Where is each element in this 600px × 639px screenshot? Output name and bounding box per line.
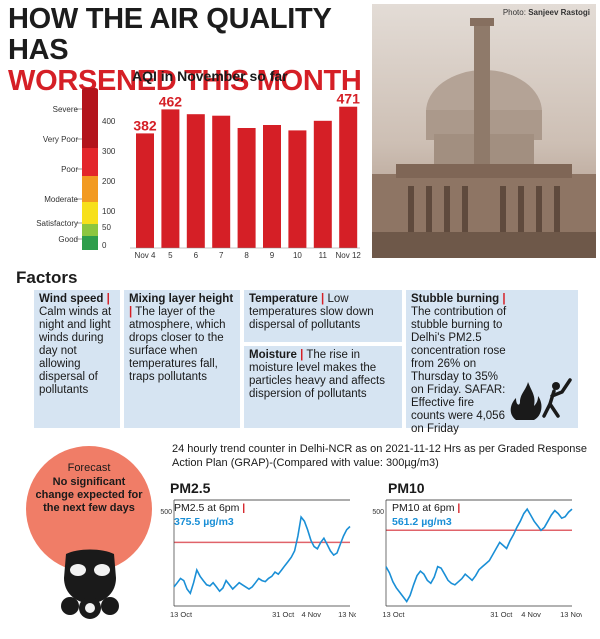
aqi-category-label: 9 bbox=[270, 251, 275, 260]
pm10-annotation-value: 561.2 µg/m3 bbox=[392, 516, 452, 528]
factor-wind-speed: Wind speed | Calm winds at night and lig… bbox=[34, 290, 120, 428]
aqi-scale-label: Good bbox=[58, 235, 78, 244]
aqi-scale-label: Moderate bbox=[44, 195, 78, 204]
aqi-scale-threshold: 50 bbox=[102, 223, 111, 232]
aqi-scale-threshold: 100 bbox=[102, 207, 116, 216]
trend-description: 24 hourly trend counter in Delhi-NCR as … bbox=[172, 443, 587, 469]
pm25-title: PM2.5 bbox=[170, 480, 211, 496]
pm10-annotation-label: PM10 at 6pm | bbox=[392, 502, 461, 514]
factor-text: Low temperatures slow down dispersal of … bbox=[249, 293, 374, 331]
aqi-scale-threshold: 400 bbox=[102, 117, 116, 126]
aqi-bar-label: 382 bbox=[133, 117, 157, 133]
pm25-annotation-value: 375.5 µg/m3 bbox=[174, 516, 234, 528]
aqi-bar bbox=[339, 106, 358, 248]
aqi-category-label: 10 bbox=[293, 251, 302, 260]
factor-text: The contribution of stubble burning to D… bbox=[411, 306, 507, 435]
factor-temperature: Temperature | Low temperatures slow down… bbox=[244, 290, 402, 342]
factor-text: The layer of the atmosphere, which drops… bbox=[129, 306, 226, 383]
aqi-bar bbox=[161, 109, 180, 249]
pm10-line-chart: 500 13 Oct 31 Oct 4 Nov 13 Nov bbox=[372, 499, 582, 618]
headline-line-2: WORSENED THIS MONTH bbox=[8, 65, 362, 97]
factor-name: Wind speed bbox=[39, 293, 104, 305]
aqi-scale-label: Poor bbox=[61, 165, 78, 174]
building-illustration bbox=[372, 4, 596, 258]
aqi-category-label: 5 bbox=[168, 251, 173, 260]
aqi-scale-threshold: 0 bbox=[102, 241, 107, 250]
pm25-annotation-label: PM2.5 at 6pm | bbox=[174, 502, 246, 514]
aqi-bar bbox=[263, 125, 281, 248]
aqi-scale-threshold: 200 bbox=[102, 177, 116, 186]
aqi-category-label: 8 bbox=[244, 251, 249, 260]
aqi-scale-band bbox=[82, 176, 98, 202]
gas-mask-icon bbox=[61, 549, 119, 619]
series-line bbox=[385, 507, 573, 603]
aqi-scale-label: Satisfactory bbox=[36, 219, 78, 228]
aqi-scale-band bbox=[82, 236, 98, 250]
aqi-bar bbox=[212, 115, 231, 248]
pm10-title: PM10 bbox=[388, 480, 425, 496]
aqi-scale-label: Very Poor bbox=[43, 135, 78, 144]
aqi-bar bbox=[288, 130, 307, 248]
factor-text: The rise in moisture level makes the par… bbox=[249, 349, 385, 400]
x-tick-label: 31 Oct bbox=[490, 610, 513, 618]
aqi-scale-bar: Severe 400 Very Poor 300 Poor 200 Moderate 100 S… bbox=[36, 88, 116, 250]
factor-name: Temperature bbox=[249, 293, 318, 305]
x-tick-label: 4 Nov bbox=[521, 610, 541, 618]
factor-name: Mixing layer height bbox=[129, 293, 234, 305]
aqi-category-label: Nov 4 bbox=[135, 251, 156, 260]
aqi-bar bbox=[186, 114, 205, 248]
aqi-scale-band bbox=[82, 148, 98, 176]
aqi-bar-label: 471 bbox=[337, 91, 361, 107]
aqi-bar bbox=[136, 133, 154, 248]
forecast-label: Forecast bbox=[67, 462, 111, 474]
aqi-scale-band bbox=[82, 202, 98, 224]
pm25-line-chart: 500 13 Oct 31 Oct 4 Nov 13 Nov bbox=[160, 499, 356, 618]
aqi-bar bbox=[313, 120, 332, 248]
aqi-scale-threshold: 300 bbox=[102, 147, 116, 156]
x-tick-label: 13 Oct bbox=[382, 610, 405, 618]
fire-burning-icon bbox=[510, 378, 572, 420]
aqi-category-label: 11 bbox=[319, 251, 328, 260]
x-tick-label: 13 Nov bbox=[338, 610, 356, 618]
aqi-category-label: 7 bbox=[219, 251, 224, 260]
aqi-bar bbox=[237, 128, 256, 248]
headline-line-1: HOW THE AIR QUALITY HAS bbox=[8, 3, 331, 66]
factor-mixing-layer: Mixing layer height | The layer of the a… bbox=[124, 290, 240, 428]
aqi-bar-chart: 382 Nov 4 462 5 6 7 8 9 10 11 471 Nov 12 bbox=[130, 91, 362, 260]
x-tick-label: 13 Oct bbox=[170, 610, 193, 618]
x-tick-label: 13 Nov bbox=[560, 610, 582, 618]
aqi-scale-band bbox=[82, 90, 98, 148]
aqi-category-label: Nov 12 bbox=[336, 251, 362, 260]
factor-text: Calm winds at night and light winds duri… bbox=[39, 306, 112, 396]
aqi-scale-label: Severe bbox=[53, 105, 79, 114]
aqi-scale-band bbox=[82, 224, 98, 236]
aqi-chart-title: AQI in November so far bbox=[132, 68, 288, 84]
aqi-bar-label: 462 bbox=[159, 93, 183, 109]
factors-title: Factors bbox=[16, 268, 78, 287]
x-tick-label: 31 Oct bbox=[272, 610, 295, 618]
forecast-text: No significant change expected for the n… bbox=[35, 476, 143, 514]
headline: HOW THE AIR QUALITY HAS WORSENED THIS MO… bbox=[8, 4, 368, 97]
x-tick-label: 4 Nov bbox=[301, 610, 321, 618]
series-line bbox=[173, 515, 351, 596]
y-axis-label: 500 bbox=[372, 509, 384, 516]
photo-credit: Photo: Sanjeev Rastogi bbox=[502, 8, 590, 17]
factor-name: Stubble burning bbox=[411, 293, 500, 305]
smog-photo: Photo: Sanjeev Rastogi bbox=[372, 4, 596, 258]
factor-stubble-burning: Stubble burning | The contribution of st… bbox=[406, 290, 578, 435]
factor-name: Moisture bbox=[249, 349, 297, 361]
factor-moisture: Moisture | The rise in moisture level ma… bbox=[244, 346, 402, 428]
aqi-category-label: 6 bbox=[194, 251, 199, 260]
y-axis-label: 500 bbox=[160, 509, 172, 516]
